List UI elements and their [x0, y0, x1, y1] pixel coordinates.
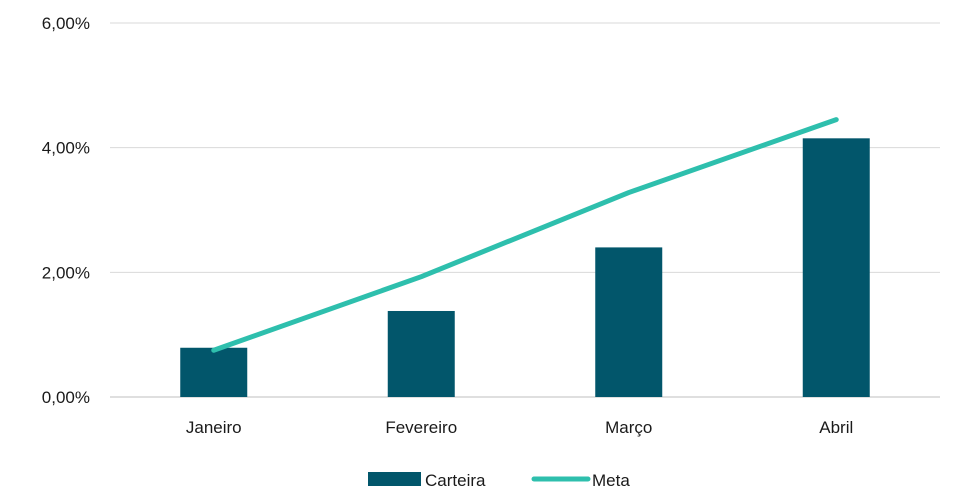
line-meta — [211, 117, 839, 353]
bar-carteira — [387, 310, 455, 397]
grid-layer — [110, 22, 940, 398]
legend-label-carteira: Carteira — [425, 471, 486, 490]
x-tick-label: Janeiro — [186, 418, 242, 437]
bar-carteira — [595, 247, 663, 397]
y-tick-label: 0,00% — [42, 388, 90, 407]
bar-carteira — [802, 138, 870, 398]
x-axis-ticks: Janeiro Fevereiro Março Abril — [186, 418, 853, 437]
y-tick-label: 4,00% — [42, 139, 90, 158]
y-tick-label: 2,00% — [42, 263, 90, 282]
x-tick-label: Abril — [819, 418, 853, 437]
x-tick-label: Março — [605, 418, 652, 437]
bar-series — [180, 138, 870, 398]
legend-swatch-carteira — [368, 472, 421, 486]
y-axis-ticks: 0,00% 2,00% 4,00% 6,00% — [42, 14, 90, 407]
legend-label-meta: Meta — [592, 471, 630, 490]
line-series — [211, 117, 839, 353]
legend: Carteira Meta — [368, 471, 630, 490]
x-tick-label: Fevereiro — [385, 418, 457, 437]
bar-carteira — [180, 347, 248, 397]
y-tick-label: 6,00% — [42, 14, 90, 33]
